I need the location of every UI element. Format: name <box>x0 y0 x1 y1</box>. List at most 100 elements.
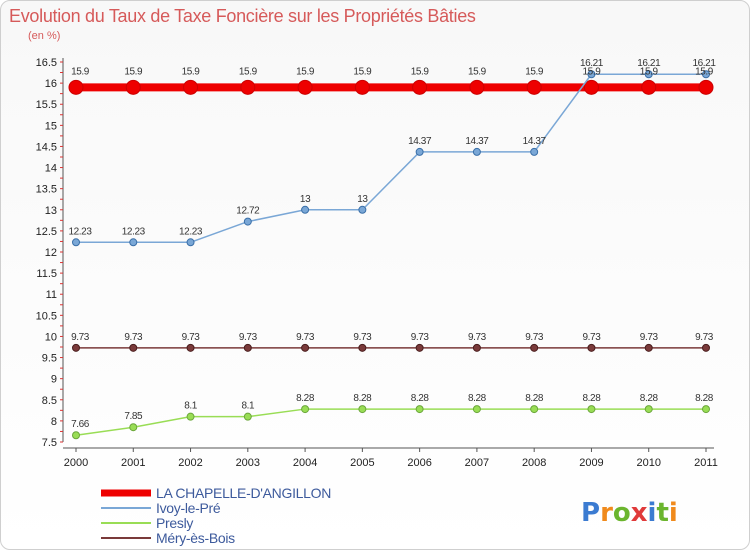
data-label: 9.73 <box>695 332 714 343</box>
series-presly <box>72 405 710 440</box>
x-tick-label: 2005 <box>350 457 374 469</box>
data-point <box>472 343 481 352</box>
data-label: 15.9 <box>296 66 315 77</box>
x-tick-label: 2000 <box>64 457 88 469</box>
y-tick-label: 8.5 <box>42 395 57 407</box>
y-tick-label: 12 <box>45 247 57 259</box>
y-tick-label: 13 <box>45 205 57 217</box>
data-point <box>129 238 138 247</box>
data-point <box>526 79 542 95</box>
data-point <box>415 405 424 414</box>
data-label: 8.28 <box>468 393 487 404</box>
x-tick-label: 2006 <box>407 457 431 469</box>
data-point <box>644 70 653 79</box>
data-label: 8.28 <box>525 393 544 404</box>
legend-label: Presly <box>156 515 193 531</box>
data-point <box>243 217 252 226</box>
data-label: 8.1 <box>184 401 198 412</box>
data-point <box>129 423 138 432</box>
data-label: 8.1 <box>241 401 255 412</box>
data-point <box>301 205 310 214</box>
x-tick-label: 2008 <box>522 457 546 469</box>
data-point <box>301 343 310 352</box>
logo-letter: x <box>631 498 648 528</box>
data-point <box>129 343 138 352</box>
data-label: 13 <box>300 194 311 205</box>
y-tick-label: 11.5 <box>36 268 57 280</box>
x-tick-label: 2011 <box>694 457 718 469</box>
data-point <box>72 431 80 440</box>
data-label: 15.9 <box>71 66 90 77</box>
data-point <box>415 343 424 352</box>
data-point <box>186 238 195 247</box>
logo-letter: i <box>648 498 657 528</box>
logo-letter: t <box>656 498 668 528</box>
x-tick-label: 2002 <box>178 457 202 469</box>
data-point <box>469 79 485 95</box>
data-point <box>644 405 653 414</box>
data-label: 9.73 <box>239 332 258 343</box>
data-label: 8.28 <box>411 393 430 404</box>
data-point <box>641 79 657 95</box>
data-label: 13 <box>357 194 368 205</box>
series-ivoy-le-pr- <box>72 70 710 247</box>
x-tick-label: 2003 <box>236 457 260 469</box>
data-label: 8.28 <box>640 393 659 404</box>
axes: 7.5 8 8.5 9 9.5 10 10.5 11 11.5 12 12.5 13 13.5 14 14.… <box>36 57 718 469</box>
logo-letter: o <box>613 498 631 528</box>
data-point <box>702 70 710 79</box>
data-point <box>530 405 539 414</box>
data-point <box>186 343 195 352</box>
y-tick-label: 15 <box>45 120 57 132</box>
data-label: 12.72 <box>236 206 260 217</box>
data-label: 14.37 <box>465 136 489 147</box>
x-tick-label: 2009 <box>579 457 603 469</box>
x-tick-label: 2010 <box>636 457 660 469</box>
data-label: 15.9 <box>583 66 602 77</box>
y-tick-label: 10.5 <box>36 310 57 322</box>
data-label: 9.73 <box>640 332 659 343</box>
labels-m-ry-s-bois: 9.73 9.73 9.73 9.73 9.73 9.73 9.73 9.73 9.73 9.73… <box>71 332 714 343</box>
labels-la-chapelle-d-angillon: 15.9 15.9 15.9 15.9 15.9 15.9 15.9 15.9 15.9 15.9… <box>71 66 714 77</box>
data-point <box>243 343 252 352</box>
data-point <box>125 79 141 95</box>
data-label: 9.73 <box>583 332 602 343</box>
data-point <box>530 147 539 156</box>
data-label: 15.9 <box>640 66 659 77</box>
data-point <box>358 405 367 414</box>
y-tick-label: 14.5 <box>36 141 57 153</box>
data-point <box>240 79 256 95</box>
series-la-chapelle-d-angillon <box>68 79 714 95</box>
data-label: 9.73 <box>468 332 487 343</box>
data-label: 9.73 <box>182 332 201 343</box>
data-point <box>415 147 424 156</box>
data-label: 9.73 <box>411 332 430 343</box>
series-layer: 15.9 15.9 15.9 15.9 15.9 15.9 15.9 15.9 15.9 15.9… <box>68 58 717 440</box>
y-tick-label: 13.5 <box>36 184 57 196</box>
data-label: 16.21 <box>637 58 661 69</box>
data-point <box>358 205 367 214</box>
data-label: 15.9 <box>525 66 544 77</box>
data-point <box>186 412 195 421</box>
series-m-ry-s-bois <box>72 343 710 352</box>
data-point <box>702 343 710 352</box>
series-line <box>75 408 707 436</box>
series-line <box>75 73 707 244</box>
y-tick-label: 10 <box>45 331 57 343</box>
logo-letter: P <box>581 498 600 528</box>
data-label: 8.28 <box>296 393 315 404</box>
logo-text: Proxiti <box>581 498 678 528</box>
y-tick-label: 9.5 <box>42 353 57 365</box>
data-label: 8.28 <box>353 393 372 404</box>
data-label: 15.9 <box>695 66 714 77</box>
data-point <box>68 79 84 95</box>
data-point <box>183 79 199 95</box>
data-point <box>354 79 370 95</box>
data-label: 15.9 <box>411 66 430 77</box>
x-tick-label: 2001 <box>121 457 145 469</box>
legend-label: Méry-ès-Bois <box>156 530 235 546</box>
data-point <box>530 343 539 352</box>
y-tick-label: 7.5 <box>42 437 57 449</box>
